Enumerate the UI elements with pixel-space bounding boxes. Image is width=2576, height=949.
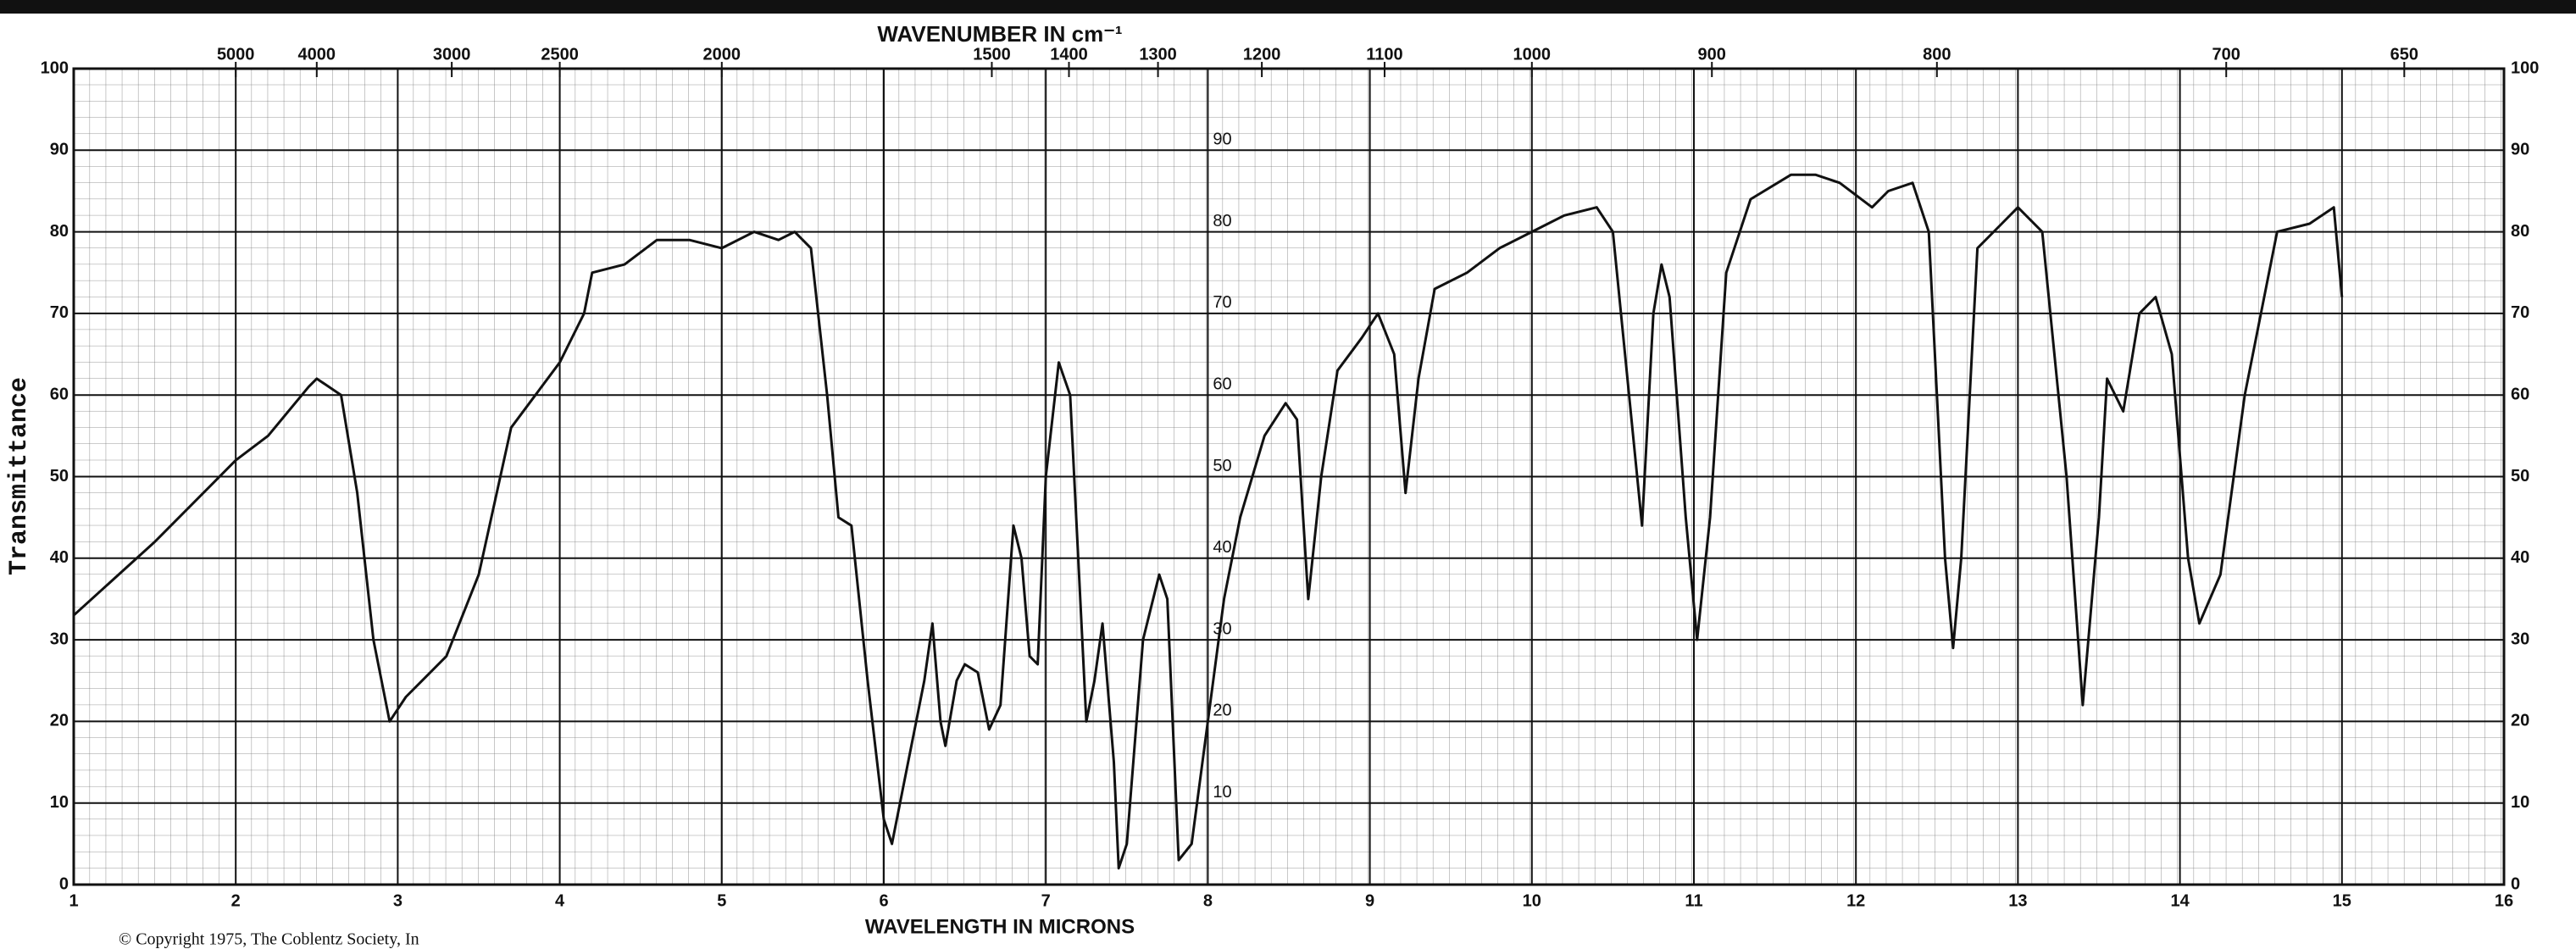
y-tick-label-right: 0 (2511, 874, 2520, 893)
chart-title: WAVENUMBER IN cm⁻¹ (877, 21, 1122, 47)
y-tick-label-right: 50 (2511, 467, 2529, 486)
x-tick-label: 16 (2495, 891, 2513, 910)
x-tick-label: 6 (879, 891, 888, 910)
y-tick-label: 50 (50, 467, 69, 486)
y-tick-label-right: 90 (2511, 141, 2529, 159)
x-tick-label: 10 (1523, 891, 1541, 910)
spectrum-line (72, 173, 2344, 870)
y-tick-label: 70 (50, 303, 69, 322)
footnote: © Copyright 1975, The Coblentz Society, … (119, 930, 419, 949)
y-tick-label: 80 (50, 222, 69, 241)
y-tick-label: 0 (59, 874, 69, 893)
y-tick-label-right: 80 (2511, 222, 2529, 241)
y-tick-label-right: 10 (2511, 793, 2529, 812)
x2-tick-label: 1400 (1050, 45, 1088, 64)
y-tick-label-right: 20 (2511, 712, 2529, 730)
x2-tick-label: 1200 (1243, 45, 1281, 64)
x2-tick-label: 1100 (1366, 45, 1402, 64)
x-tick-label: 9 (1365, 891, 1374, 910)
y-tick-label: 20 (50, 712, 69, 730)
y-tick-label: 100 (41, 58, 69, 77)
y-tick-label: 60 (50, 385, 69, 403)
x2-tick-label: 2500 (541, 45, 579, 64)
top-band (0, 0, 2576, 14)
x-tick-label: 1 (69, 891, 78, 910)
x2-tick-label: 1300 (1139, 45, 1177, 64)
y-tick-label-inner: 30 (1213, 619, 1231, 638)
y-tick-label-right: 40 (2511, 548, 2529, 567)
x-tick-label: 5 (717, 891, 726, 910)
y-tick-label: 90 (50, 141, 69, 159)
y-axis-label: Transmittance (5, 377, 34, 575)
x-tick-label: 11 (1685, 891, 1702, 910)
y-tick-label-right: 60 (2511, 385, 2529, 403)
x2-tick-label: 800 (1923, 45, 1951, 64)
y-tick-label-inner: 10 (1213, 783, 1231, 802)
x-tick-label: 12 (1846, 891, 1865, 910)
y-tick-label-right: 100 (2511, 58, 2539, 77)
y-tick-label-inner: 60 (1213, 375, 1231, 393)
x2-tick-label: 650 (2390, 45, 2418, 64)
x-tick-label: 14 (2170, 891, 2190, 910)
y-tick-label: 40 (50, 548, 69, 567)
x-tick-label: 15 (2333, 891, 2351, 910)
y-tick-label-inner: 70 (1213, 293, 1231, 312)
x2-tick-label: 3000 (433, 45, 471, 64)
y-tick-label-inner: 80 (1213, 212, 1231, 230)
y-tick-label-right: 70 (2511, 303, 2529, 322)
y-tick-label-right: 30 (2511, 630, 2529, 648)
x-tick-label: 4 (555, 891, 565, 910)
x-tick-label: 3 (393, 891, 402, 910)
y-tick-label-inner: 90 (1213, 130, 1231, 149)
y-tick-label-inner: 50 (1213, 457, 1231, 475)
y-tick-label: 10 (50, 793, 69, 812)
x2-tick-label: 4000 (298, 45, 336, 64)
x-tick-label: 2 (231, 891, 241, 910)
x-tick-label: 13 (2008, 891, 2027, 910)
y-tick-label-inner: 20 (1213, 702, 1231, 720)
x-tick-label: 7 (1041, 891, 1051, 910)
x2-tick-label: 5000 (217, 45, 255, 64)
y-tick-label-inner: 40 (1213, 538, 1231, 557)
x-tick-label: 8 (1203, 891, 1213, 910)
x2-tick-label: 1500 (973, 45, 1011, 64)
x2-tick-label: 900 (1698, 45, 1726, 64)
x2-tick-label: 1000 (1513, 45, 1552, 64)
x-axis-label: WAVELENGTH IN MICRONS (865, 915, 1135, 938)
x2-tick-label: 700 (2212, 45, 2240, 64)
y-tick-label: 30 (50, 630, 69, 648)
x2-tick-label: 2000 (703, 45, 741, 64)
